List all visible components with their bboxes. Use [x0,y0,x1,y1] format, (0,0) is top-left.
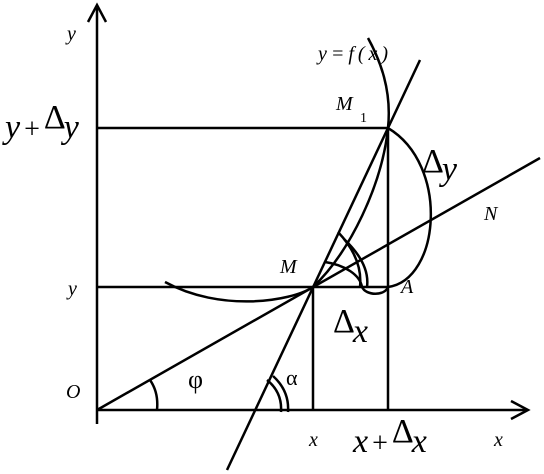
label: A [399,276,414,298]
label: y [439,151,458,188]
label: Δ [392,413,414,450]
angle-arc [324,260,390,295]
label: y [61,109,80,146]
label: x + Δ x [352,413,427,460]
label: y [65,23,76,45]
label: x [411,423,427,460]
y-arrow [86,2,108,23]
angle-arc [272,375,290,413]
label: y [66,278,77,300]
angle-arc [343,238,369,288]
label: y + Δ y [2,99,80,146]
label: x [352,313,368,350]
label: x [493,429,503,451]
x-arrow [510,399,531,421]
angle-arc [148,379,159,411]
arc [387,126,432,289]
label: Δ [44,99,66,136]
tangent [96,156,541,412]
label: y [2,109,21,146]
label: Δ x [333,303,368,350]
label: + [372,428,388,459]
label: φ [188,365,203,394]
label: x [308,429,318,451]
label: x [352,423,368,460]
label: M [335,93,354,115]
label: Δ [422,143,444,180]
secant [225,59,422,471]
angle-arc [266,379,283,413]
label: N [483,203,499,225]
curve [164,37,390,303]
label: Δ y [422,143,458,188]
label: 1 [360,111,367,126]
label: α [286,365,298,390]
label: M [279,256,298,278]
label: Δ [333,303,355,340]
label: O [66,381,80,403]
label: + [24,114,40,145]
label: y = f ( x ) [316,43,388,65]
